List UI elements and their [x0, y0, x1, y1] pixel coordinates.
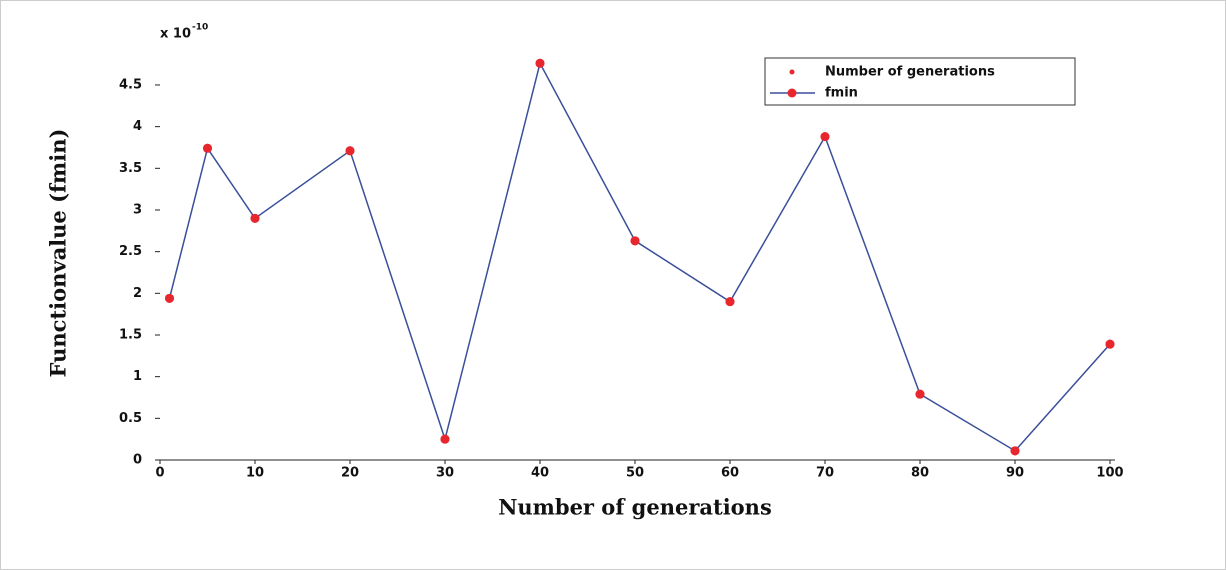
y-tick-label: 3 [133, 202, 142, 217]
x-tick-label: 100 [1096, 466, 1123, 481]
x-tick-label: 80 [911, 466, 929, 481]
y-axis-label: Functionvalue (fmin) [46, 129, 71, 378]
legend-marker [787, 88, 797, 98]
y-tick-label: 4.5 [119, 77, 142, 92]
data-point [250, 213, 260, 223]
data-point [915, 389, 925, 399]
x-tick-label: 10 [246, 466, 264, 481]
data-point [165, 293, 174, 303]
x-tick-label: 50 [626, 466, 644, 481]
data-point [1105, 339, 1115, 349]
y-tick-label: 1 [133, 369, 142, 384]
y-tick-label: 0.5 [119, 411, 142, 426]
data-point [440, 434, 450, 444]
x-tick-label: 20 [341, 466, 359, 481]
data-point [203, 143, 212, 153]
x-tick-label: 0 [155, 466, 164, 481]
legend-box [764, 57, 1076, 106]
y-tick-label: 2.5 [119, 244, 142, 259]
x-tick-label: 60 [721, 466, 739, 481]
x-tick-label: 40 [531, 466, 549, 481]
data-point [725, 297, 735, 307]
y-tick-label: 0 [133, 453, 142, 468]
data-point [820, 132, 830, 142]
legend-label: fmin [825, 86, 858, 101]
legend-marker [789, 69, 795, 75]
y-tick-label: 3.5 [119, 161, 142, 176]
x-tick-label: 90 [1006, 466, 1024, 481]
data-point [535, 58, 545, 68]
data-point [345, 146, 355, 156]
x-tick-label: 70 [816, 466, 834, 481]
x-tick-label: 30 [436, 466, 454, 481]
legend-label: Number of generations [825, 65, 995, 80]
data-point [630, 236, 640, 246]
x-axis-label: Number of generations [498, 495, 772, 520]
y-tick-label: 4 [133, 119, 142, 134]
series-line [168, 61, 1111, 452]
y-exponent-base: x 10 [160, 27, 191, 42]
data-point [1010, 446, 1020, 456]
y-tick-label: 2 [133, 286, 142, 301]
y-tick-label: 1.5 [119, 327, 142, 342]
y-exponent-power: -10 [192, 23, 208, 33]
